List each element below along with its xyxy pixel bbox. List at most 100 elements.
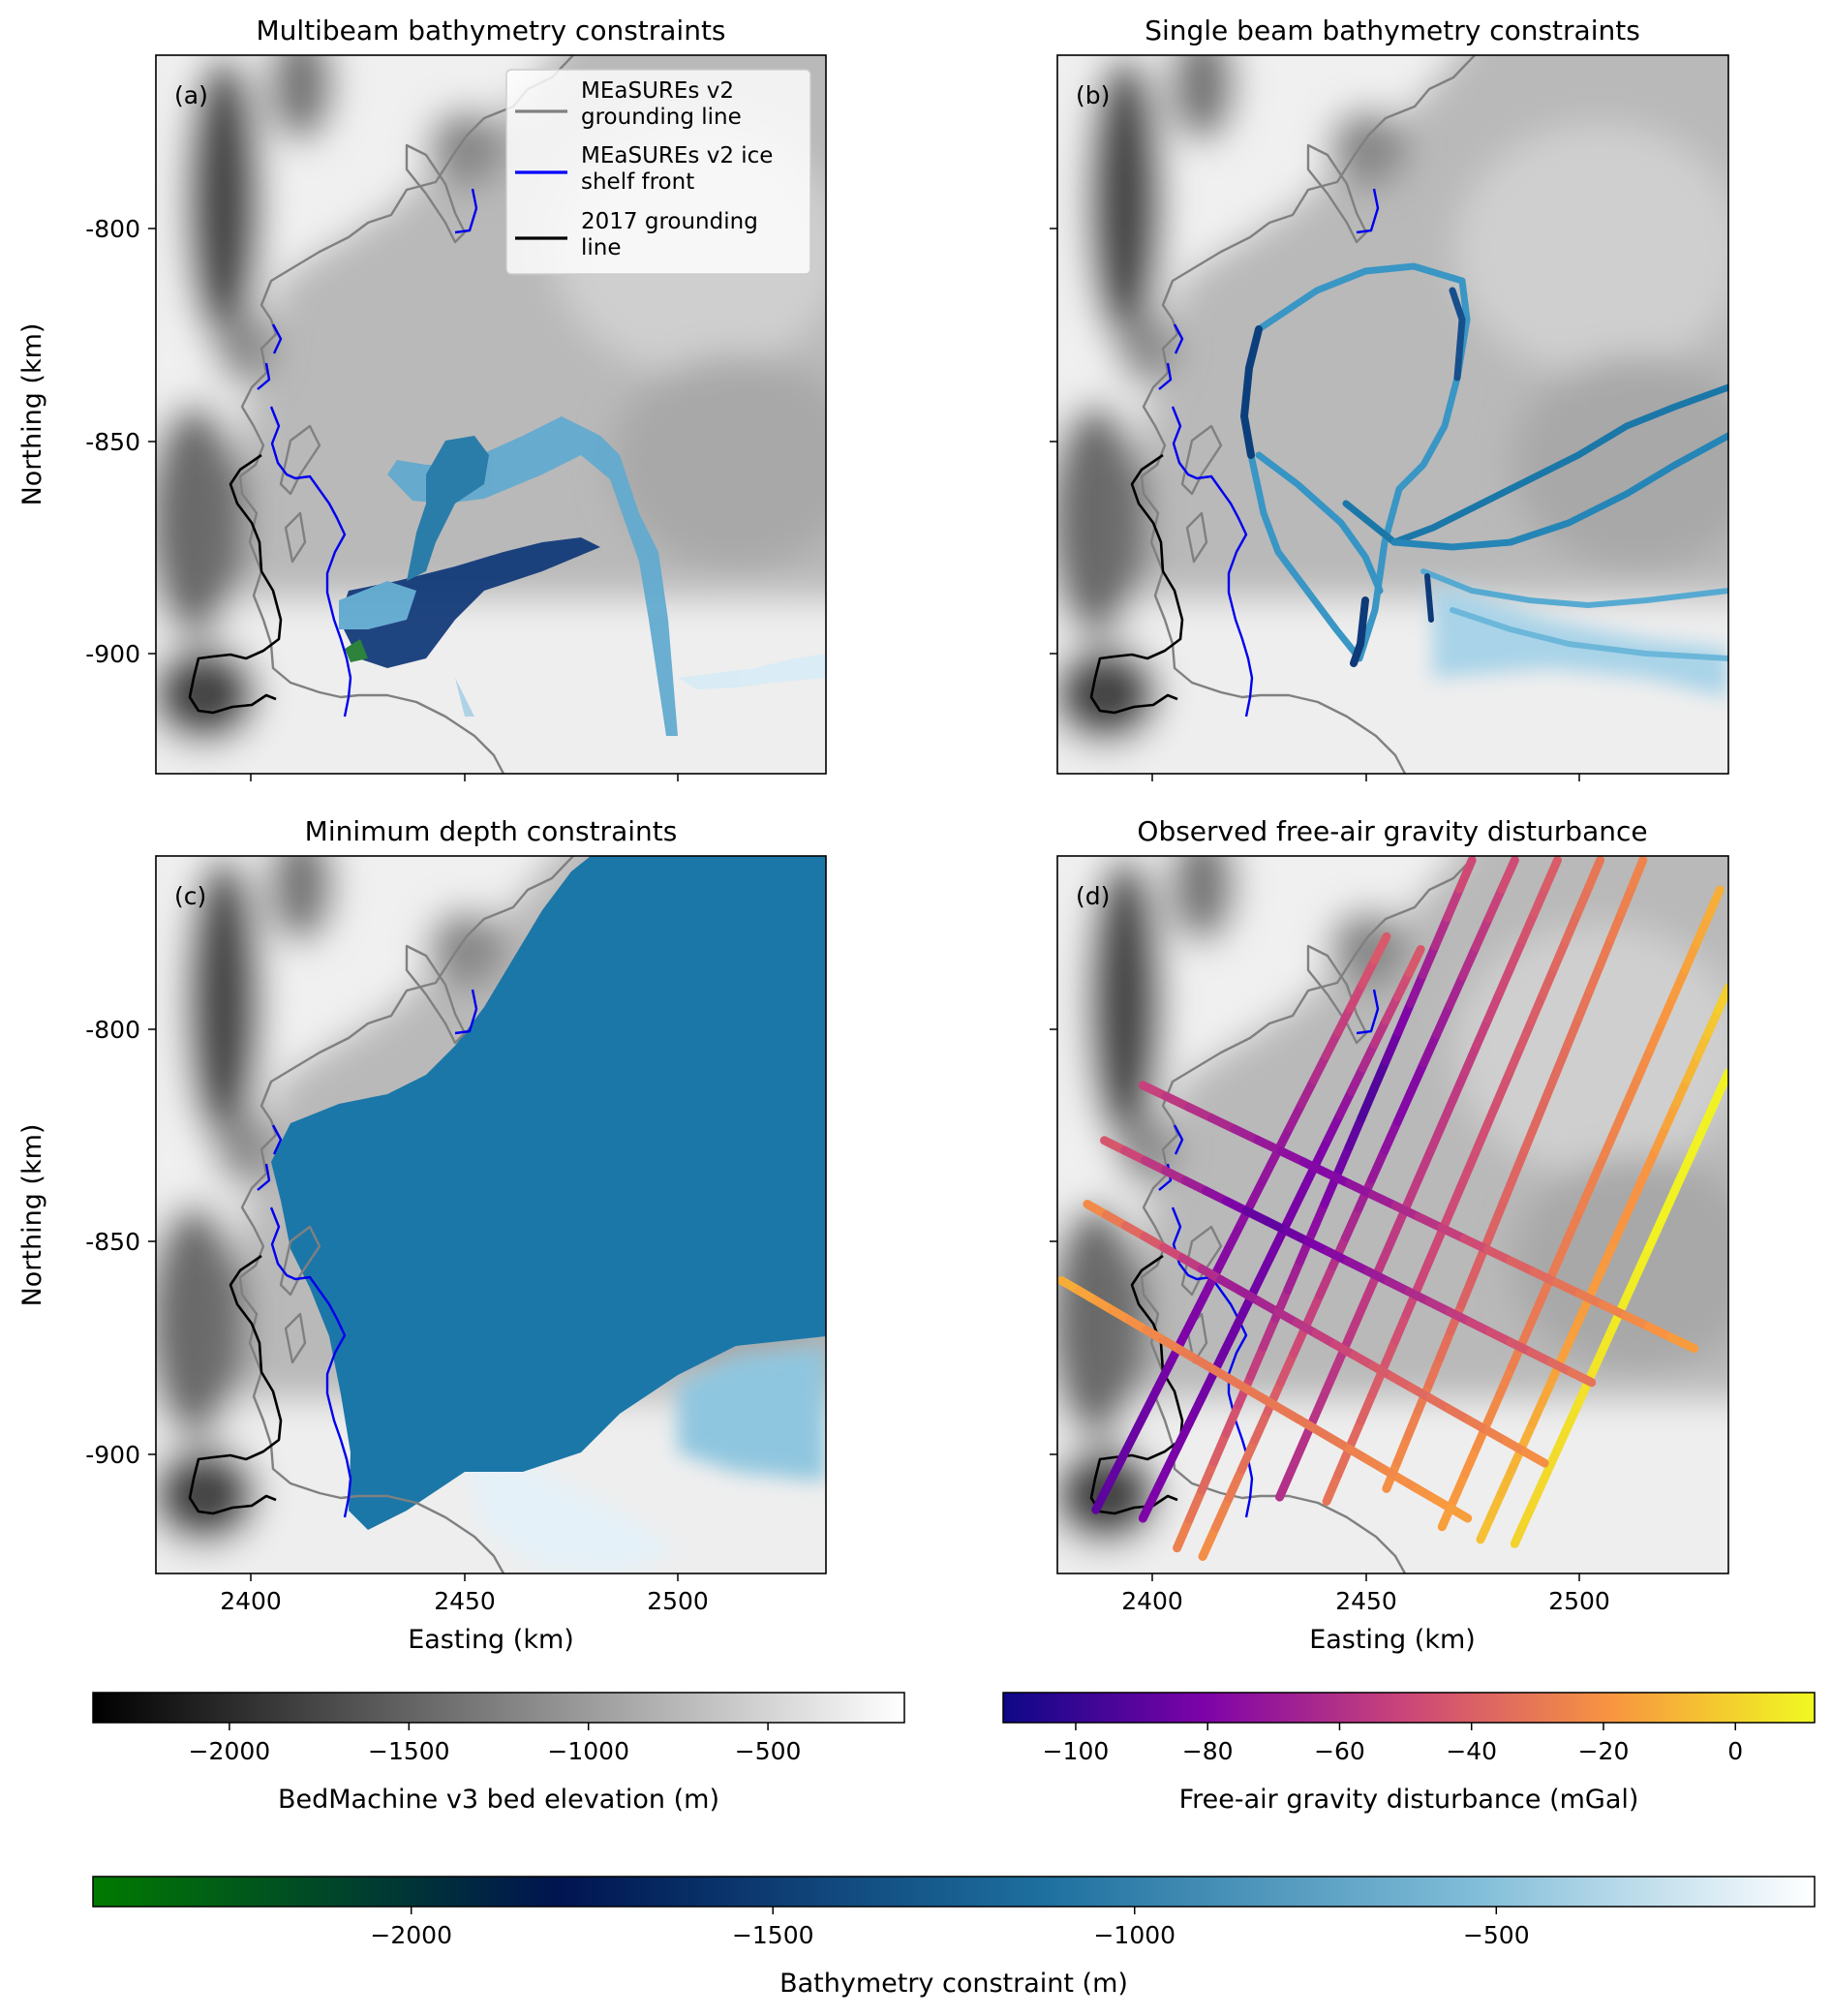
gravity-segment: [1254, 1253, 1275, 1286]
colorbar-bed-elevation: −2000 −1500 −1000 −500 BedMachine v3 bed el…: [92, 1692, 905, 1815]
gravity-segment: [1449, 1068, 1470, 1104]
gravity-lines: [1057, 856, 1728, 1561]
gravity-segment: [1507, 935, 1528, 971]
gravity-segment: [1574, 987, 1595, 1023]
gravity-segment: [1221, 1400, 1243, 1438]
panel-c-xtick: 2500: [647, 1587, 709, 1615]
gravity-segment: [1495, 962, 1516, 997]
gravity-segment: [1563, 1013, 1584, 1049]
colorbar-tick-label: −1000: [547, 1737, 629, 1765]
gravity-segment: [1248, 1171, 1270, 1205]
gravity-segment: [1321, 1359, 1342, 1395]
gravity-segment: [1446, 1504, 1473, 1523]
gravity-segment: [1588, 1150, 1609, 1187]
gravity-flight-line: [1275, 856, 1562, 1502]
gravity-segment: [1286, 1439, 1307, 1476]
panel-b-2017-grounding-line: [1089, 453, 1184, 715]
panel-a-xaxis: [250, 774, 679, 781]
gravity-segment: [1552, 1039, 1572, 1075]
gravity-segment: [1161, 1443, 1182, 1476]
panel-c-label: (c): [174, 882, 206, 910]
panel-a-ytick: -900: [85, 640, 140, 668]
gravity-segment: [1315, 1262, 1337, 1300]
colorbar-tick-label: −2000: [189, 1737, 271, 1765]
gravity-segment: [1628, 856, 1648, 891]
colorbar-tick-label: −20: [1578, 1737, 1630, 1765]
gravity-segment: [1322, 1470, 1343, 1506]
gravity-segment: [1617, 881, 1637, 917]
gravity-segment: [1393, 998, 1416, 1037]
colorbar-gravity-label: Free-air gravity disturbance (mGal): [1179, 1785, 1639, 1815]
panel-d-2017-grounding-line: [1089, 1254, 1184, 1515]
colorbar-tick-label: −1000: [1093, 1921, 1176, 1949]
gravity-segment: [1356, 1280, 1377, 1316]
panel-d-xaxis: 2400 2450 2500: [1121, 1573, 1610, 1615]
gravity-flight-line: [1083, 1200, 1549, 1468]
colorbar-tick-label: −500: [1463, 1921, 1530, 1949]
gravity-segment: [1483, 1390, 1505, 1425]
panel-a-yaxis: -800 -850 -900: [85, 215, 156, 668]
gravity-segment: [1381, 992, 1402, 1025]
gravity-segment: [1541, 856, 1562, 892]
colorbar-gravity-ticks: −100 −80 −60 −40 −20 0: [1043, 1723, 1743, 1765]
gravity-segment: [1309, 1386, 1330, 1422]
gravity-segment: [1481, 1096, 1503, 1132]
gravity-segment: [1419, 1029, 1442, 1068]
panel-b-constraint-tracks: [1240, 262, 1728, 697]
panel-d-title: Observed free-air gravity disturbance: [1137, 815, 1647, 847]
gravity-segment: [1518, 908, 1540, 945]
gravity-segment: [1561, 909, 1582, 945]
gravity-segment: [1258, 1314, 1280, 1353]
panel-c-ylabel: Northing (km): [17, 1124, 47, 1307]
gravity-segment: [1454, 856, 1477, 894]
gravity-segment: [1335, 1086, 1356, 1120]
gravity-segment: [1483, 988, 1505, 1024]
gravity-segment: [1520, 1117, 1541, 1153]
gravity-flight-line: [1091, 932, 1391, 1514]
panel-b-xaxis: [1151, 774, 1580, 781]
gravity-segment: [1173, 1419, 1194, 1452]
panel-d-xlabel: Easting (km): [1309, 1625, 1476, 1655]
gravity-segment: [1379, 1336, 1400, 1373]
gravity-segment: [1357, 1084, 1379, 1123]
colorbar-tick-label: −40: [1446, 1737, 1497, 1765]
panel-a-ytick: -850: [85, 428, 140, 456]
gravity-segment: [1266, 1229, 1287, 1263]
gravity-segment: [1379, 1227, 1400, 1263]
gravity-segment: [1495, 1362, 1516, 1399]
gravity-segment: [1424, 1353, 1445, 1389]
gravity-segment: [1285, 1099, 1306, 1133]
panel-d-ice-shelf-front: [1158, 989, 1380, 1518]
panel-a: Multibeam bathymetry constraints: [17, 15, 827, 781]
gravity-segment: [1488, 1196, 1509, 1232]
gravity-segment: [1392, 1431, 1413, 1467]
gravity-segment: [1312, 1134, 1333, 1168]
gravity-segment: [1367, 1145, 1389, 1184]
gravity-segment: [1356, 1390, 1377, 1426]
gravity-segment: [1283, 1257, 1304, 1295]
gravity-flight-line: [1100, 1136, 1597, 1388]
panel-b: Single beam bathymetry constraints: [1050, 15, 1729, 781]
panel-c-bed-elevation: [156, 856, 826, 1573]
gravity-segment: [1345, 980, 1367, 1013]
gravity-segment: [1596, 934, 1616, 970]
gravity-segment: [1449, 1469, 1470, 1505]
gravity-segment: [1623, 1071, 1643, 1107]
gravity-segment: [1184, 1395, 1206, 1428]
panel-a-title: Multibeam bathymetry constraints: [256, 15, 725, 46]
panel-c-constraint-cells: [271, 856, 826, 1573]
gravity-segment: [1435, 1327, 1455, 1362]
gravity-segment: [1460, 1443, 1481, 1479]
gravity-flight-line: [1198, 856, 1519, 1561]
gravity-segment: [1572, 882, 1594, 919]
gravity-segment: [1530, 1283, 1551, 1320]
gravity-segment: [1328, 1233, 1351, 1271]
gravity-segment: [1424, 1230, 1446, 1266]
gravity-segment: [1460, 1041, 1481, 1078]
gravity-segment: [1333, 1003, 1355, 1037]
panel-a-ice-shelf-front: [257, 188, 478, 718]
gravity-segment: [1703, 885, 1725, 921]
panel-d-xtick: 2500: [1548, 1587, 1610, 1615]
gravity-flight-line: [1138, 1081, 1699, 1354]
gravity-segment: [1224, 1465, 1246, 1504]
